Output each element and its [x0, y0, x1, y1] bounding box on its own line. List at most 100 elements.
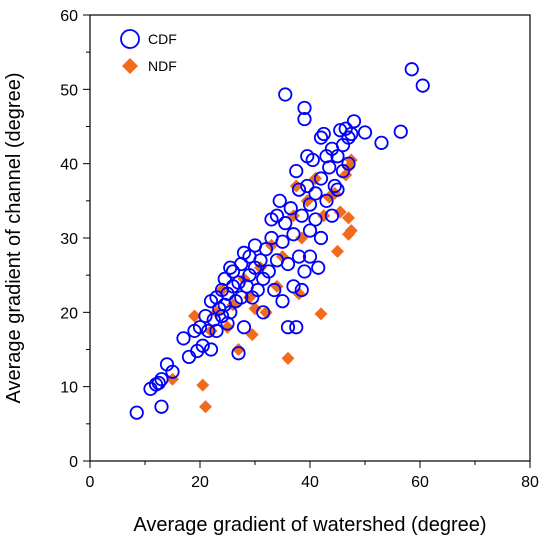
cdf-point: [154, 372, 169, 387]
cdf-point: [327, 178, 342, 194]
cdf-point: [341, 130, 356, 145]
cdf-point: [297, 111, 312, 127]
y-tick-label: 10: [60, 380, 78, 397]
cdf-point: [280, 320, 296, 335]
cdf-point: [357, 125, 373, 140]
cdf-point: [253, 253, 268, 268]
cdf-point: [267, 282, 282, 298]
legend-cdf-label: CDF: [148, 31, 177, 47]
cdf-point: [308, 212, 323, 227]
y-tick-label: 40: [60, 157, 78, 174]
cdf-point: [181, 349, 197, 365]
cdf-point: [278, 87, 293, 102]
cdf-point: [192, 320, 208, 335]
cdf-point: [330, 149, 345, 164]
y-tick-label: 60: [60, 8, 78, 25]
cdf-point: [341, 156, 356, 171]
cdf-point: [289, 164, 304, 179]
cdf-point: [236, 320, 252, 335]
ndf-point: [199, 400, 212, 414]
ndf-point: [314, 307, 328, 321]
cdf-point: [198, 308, 213, 324]
cdf-point: [250, 282, 265, 298]
cdf-point: [234, 290, 249, 305]
cdf-point: [316, 126, 331, 142]
cdf-point: [324, 208, 340, 223]
cdf-point: [297, 100, 312, 116]
cdf-point: [278, 216, 293, 231]
cdf-point: [129, 405, 144, 420]
cdf-point: [223, 305, 238, 320]
cdf-point: [313, 171, 329, 186]
cdf-point: [286, 227, 301, 242]
x-tick-label: 80: [521, 474, 539, 491]
legend: CDF NDF: [120, 29, 177, 74]
cdf-point: [294, 208, 309, 223]
cdf-point: [302, 223, 318, 238]
cdf-point: [291, 182, 307, 197]
ndf-point: [344, 224, 358, 238]
series-cdf: [129, 62, 430, 420]
cdf-point: [297, 264, 312, 279]
cdf-point: [291, 249, 307, 264]
x-tick-label: 40: [301, 474, 319, 491]
ndf-point: [221, 320, 234, 334]
ndf-point: [300, 194, 314, 208]
x-tick-label: 0: [86, 474, 95, 491]
legend-cdf-marker: [120, 29, 140, 49]
ndf-point: [270, 279, 284, 293]
series-ndf: [166, 153, 358, 414]
x-tick-label: 60: [411, 474, 429, 491]
y-tick-label: 30: [60, 231, 78, 248]
ndf-point: [196, 378, 210, 392]
ndf-point: [232, 343, 245, 356]
cdf-point: [151, 375, 166, 391]
cdf-point: [313, 130, 329, 145]
cdf-point: [261, 264, 276, 279]
cdf-point: [286, 279, 301, 294]
plot-frame: [89, 14, 531, 462]
cdf-point: [404, 62, 419, 77]
legend-ndf-label: NDF: [148, 58, 177, 74]
cdf-point: [280, 256, 296, 272]
legend-ndf-marker: [122, 58, 138, 74]
x-axis-title: Average gradient of watershed (degree): [133, 514, 486, 536]
cdf-point: [165, 364, 180, 379]
cdf-point: [289, 320, 304, 335]
ndf-point: [188, 309, 201, 323]
ndf-point: [281, 351, 295, 365]
cdf-point: [283, 201, 298, 216]
cdf-point: [256, 305, 271, 320]
cdf-point: [346, 114, 362, 129]
cdf-point: [201, 323, 216, 339]
cdf-point: [319, 193, 334, 208]
cdf-point: [272, 193, 287, 208]
cdf-point: [330, 182, 345, 197]
ndf-point: [342, 211, 355, 225]
cdf-point: [322, 160, 337, 175]
cdf-point: [275, 234, 290, 249]
y-axis-title: Average gradient of channel (degree): [3, 73, 25, 404]
cdf-point: [308, 186, 323, 201]
cdf-point: [195, 338, 210, 353]
ndf-point: [166, 372, 179, 386]
cdf-point: [415, 78, 430, 93]
series-layer: [129, 62, 430, 420]
cdf-point: [393, 124, 408, 139]
cdf-point: [231, 346, 246, 361]
cdf-point: [305, 152, 320, 168]
cdf-point: [275, 294, 290, 309]
cdf-point: [294, 282, 309, 298]
ndf-point: [295, 231, 309, 245]
cdf-point: [154, 399, 169, 414]
cdf-point: [313, 230, 329, 246]
ndf-point: [331, 244, 344, 258]
cdf-point: [225, 264, 241, 279]
x-tick-label: 20: [191, 474, 209, 491]
cdf-point: [217, 271, 232, 286]
ndf-point: [245, 328, 259, 342]
y-tick-label: 50: [60, 82, 78, 99]
cdf-point: [176, 331, 191, 346]
cdf-point: [258, 242, 274, 257]
